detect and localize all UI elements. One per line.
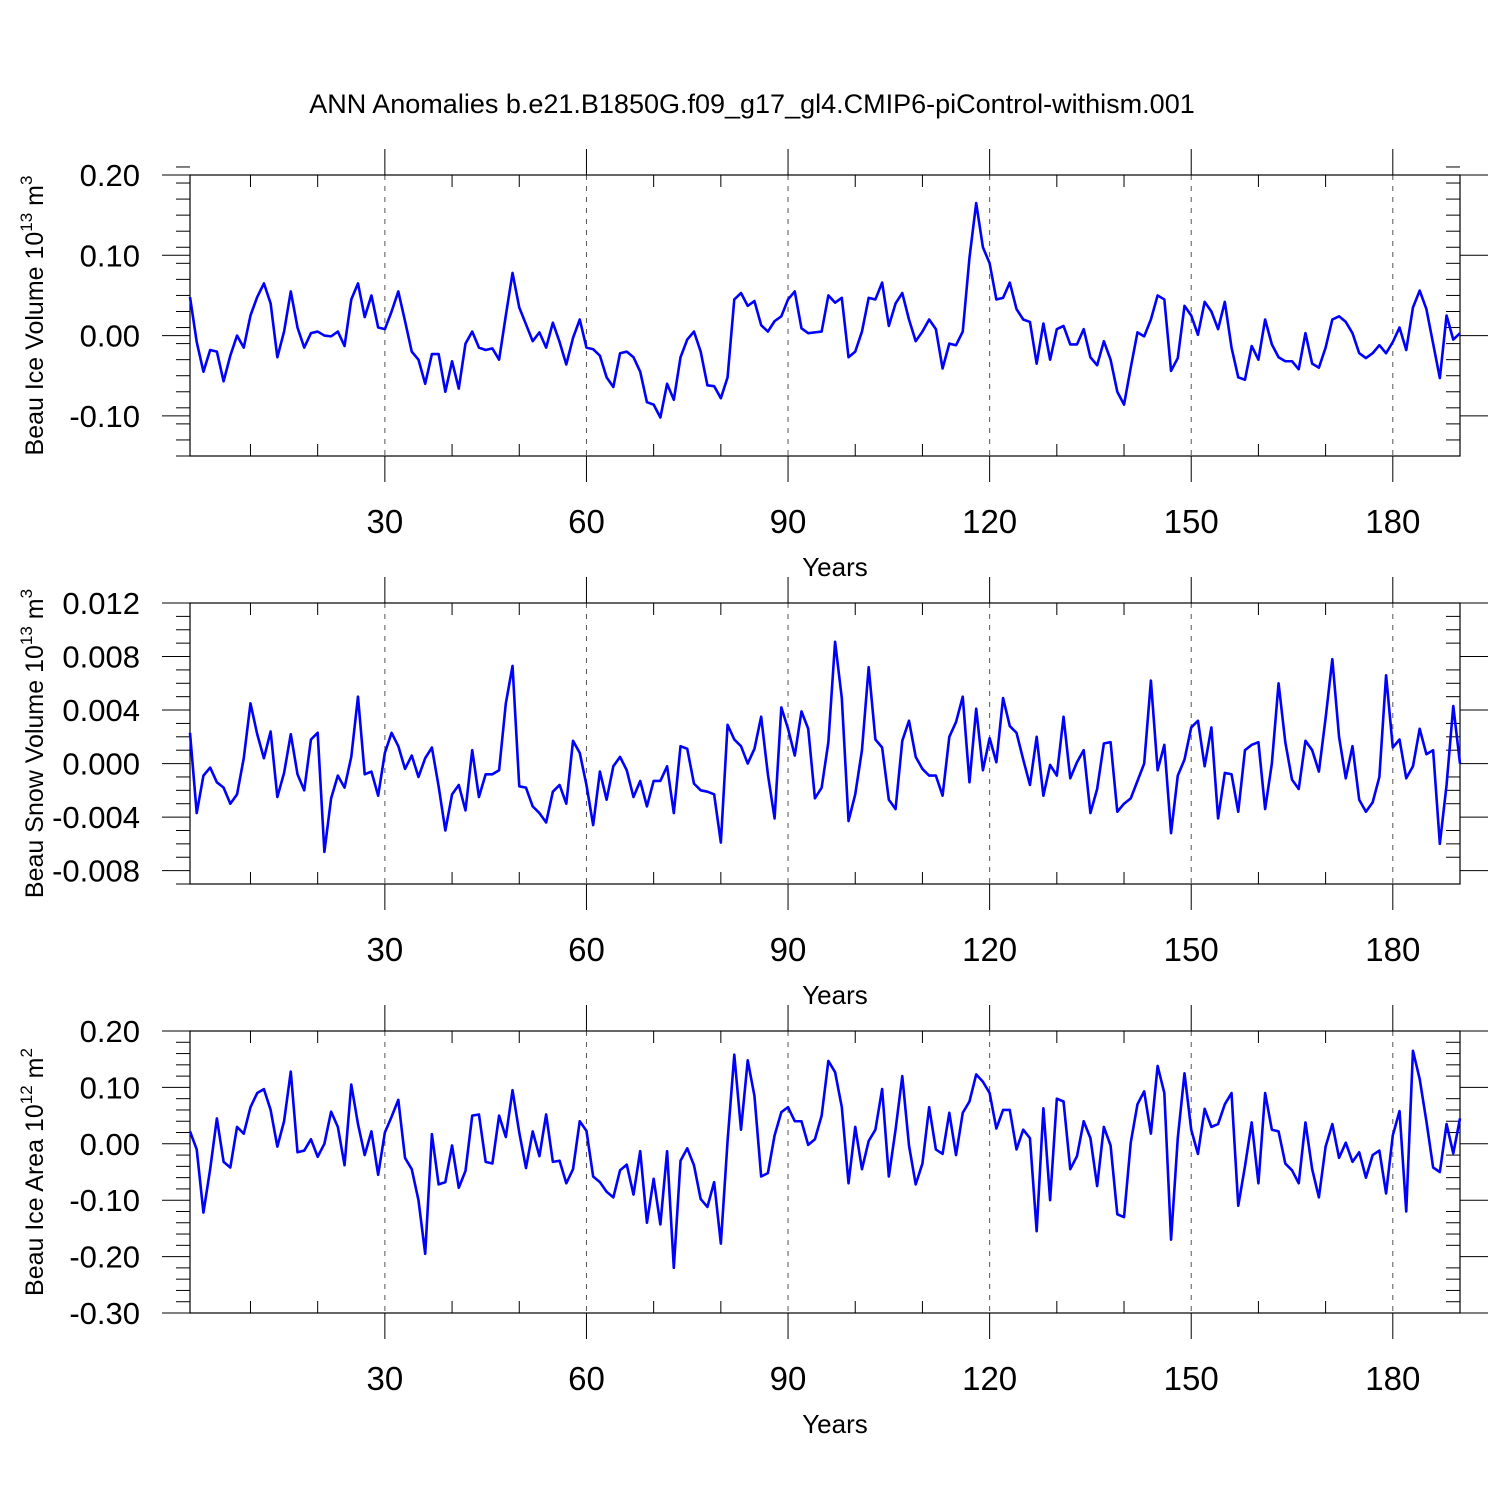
chart-panel-2: 30 60 90 120 150 180 -0.008 -0.004 0.000 0.004 0.0… [17,577,1488,1010]
x-tick-label: 120 [962,1360,1017,1397]
y-tick-label: 0.10 [80,238,140,273]
y-tick-label: -0.10 [69,1183,140,1218]
x-tick-label: 60 [568,931,605,968]
y-tick-label: -0.008 [52,854,140,889]
x-axis-label: Years [802,980,868,1010]
y-tick-label: 0.012 [62,586,140,621]
y-tick-label: -0.10 [69,399,140,434]
series-line [188,201,1461,419]
y-axis-label: Beau Snow Volume 1013 m3 [17,589,49,898]
x-tick-label: 90 [770,1360,807,1397]
chart-panel-3: 30 60 90 120 150 180 -0.30 -0.20 -0.10 0.00 0.10 0.… [17,1005,1488,1439]
x-tick-label: 180 [1365,931,1420,968]
panels-group: 30 60 90 120 150 180 -0.10 0.00 0.10 0.20 Years Bea… [17,149,1488,1439]
x-tick-label: 180 [1365,503,1420,540]
y-axis-label: Beau Ice Area 1012 m2 [17,1048,49,1296]
x-tick-label: 120 [962,931,1017,968]
x-tick-label: 180 [1365,1360,1420,1397]
x-axis-label: Years [802,1409,868,1439]
x-tick-label: 90 [770,931,807,968]
x-axis-label: Years [802,552,868,582]
x-tick-label: 90 [770,503,807,540]
x-tick-label: 30 [367,931,404,968]
x-tick-label: 150 [1164,931,1219,968]
y-tick-label: -0.30 [69,1296,140,1331]
y-tick-label: 0.00 [80,1127,140,1162]
x-tick-label: 150 [1164,1360,1219,1397]
chart-panel-1: 30 60 90 120 150 180 -0.10 0.00 0.10 0.20 Years Bea… [17,149,1488,582]
y-tick-label: -0.004 [52,800,140,835]
y-axis-label: Beau Ice Volume 1013 m3 [17,176,49,456]
chart-title: ANN Anomalies b.e21.B1850G.f09_g17_gl4.C… [309,89,1194,119]
y-tick-label: 0.004 [62,693,140,728]
y-tick-label: 0.20 [80,158,140,193]
y-tick-label: 0.00 [80,319,140,354]
x-tick-label: 60 [568,503,605,540]
x-tick-label: 60 [568,1360,605,1397]
x-tick-label: 30 [367,503,404,540]
y-tick-label: 0.10 [80,1070,140,1105]
x-tick-label: 120 [962,503,1017,540]
x-tick-label: 30 [367,1360,404,1397]
plot-frame [189,174,1461,457]
x-tick-label: 150 [1164,503,1219,540]
series-line [188,1049,1462,1270]
series-line [188,640,1462,854]
plot-frame [189,1030,1461,1314]
y-tick-label: 0.008 [62,640,140,675]
y-tick-label: 0.20 [80,1014,140,1049]
y-tick-label: 0.000 [62,747,140,782]
y-tick-label: -0.20 [69,1240,140,1275]
